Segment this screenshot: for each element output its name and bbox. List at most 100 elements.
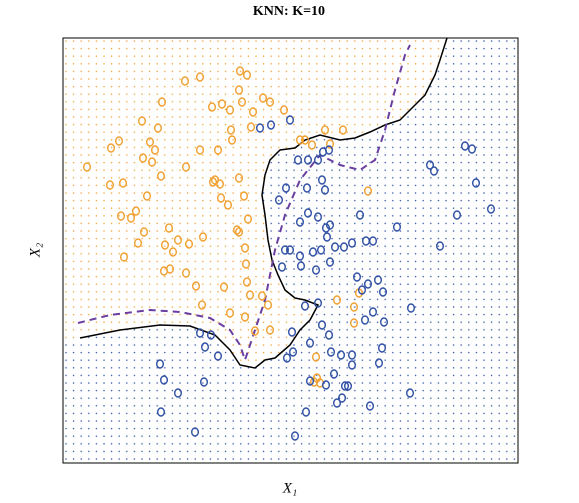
point <box>407 303 416 313</box>
point <box>314 212 323 222</box>
point <box>318 175 327 185</box>
point <box>264 300 273 310</box>
point <box>379 287 388 297</box>
point <box>138 153 147 163</box>
point <box>364 279 373 289</box>
point <box>301 301 310 311</box>
point <box>191 281 200 291</box>
point <box>304 155 313 165</box>
point <box>197 300 206 310</box>
point <box>250 326 259 336</box>
point <box>348 360 357 370</box>
point <box>213 145 222 155</box>
point <box>322 380 331 390</box>
point <box>308 140 317 150</box>
point <box>242 277 251 287</box>
point <box>181 268 190 278</box>
chart-title: KNN: K=10 <box>253 4 325 19</box>
point <box>258 291 267 301</box>
point <box>348 350 357 360</box>
point <box>241 259 250 269</box>
point <box>380 317 389 327</box>
point <box>248 107 257 117</box>
point <box>369 236 378 246</box>
region-dots <box>63 38 447 368</box>
point <box>301 135 310 145</box>
point <box>304 208 313 218</box>
point <box>337 350 346 360</box>
point <box>326 220 335 230</box>
point <box>156 171 165 181</box>
point <box>326 257 335 267</box>
point <box>303 183 312 193</box>
point <box>216 193 225 203</box>
point <box>331 242 340 252</box>
point <box>106 143 115 153</box>
point <box>314 155 323 165</box>
point <box>340 242 349 252</box>
point <box>356 210 365 220</box>
point <box>326 139 335 149</box>
point <box>114 136 123 146</box>
point <box>296 217 305 227</box>
point <box>461 141 470 151</box>
point <box>358 285 367 295</box>
point <box>393 222 402 232</box>
point <box>286 245 295 255</box>
point <box>195 145 204 155</box>
point <box>364 186 373 196</box>
point <box>153 123 162 133</box>
point <box>306 376 315 386</box>
point <box>199 377 208 387</box>
point <box>245 290 254 300</box>
point <box>406 388 415 398</box>
point <box>240 312 249 322</box>
point <box>160 240 169 250</box>
point <box>168 247 177 257</box>
point <box>246 122 255 132</box>
point <box>436 241 445 251</box>
point <box>223 200 232 210</box>
point <box>288 327 297 337</box>
point <box>240 243 249 253</box>
point <box>278 262 287 272</box>
point <box>208 177 217 187</box>
point <box>280 105 289 115</box>
point <box>234 173 243 183</box>
point <box>327 347 336 357</box>
point <box>302 407 311 417</box>
plot-frame <box>62 37 519 464</box>
point <box>234 227 243 237</box>
point <box>323 232 332 242</box>
point <box>237 97 246 107</box>
point <box>184 239 193 249</box>
point <box>239 191 248 201</box>
point <box>232 225 241 235</box>
point <box>159 375 168 385</box>
point <box>330 369 339 379</box>
point <box>206 330 215 340</box>
point <box>378 343 387 353</box>
point <box>267 120 276 130</box>
point <box>126 213 135 223</box>
point <box>217 99 226 109</box>
point <box>314 298 323 308</box>
point <box>181 162 190 172</box>
point <box>341 381 350 391</box>
point <box>159 266 168 276</box>
point <box>180 76 189 86</box>
point <box>164 223 173 233</box>
point <box>198 232 207 242</box>
point <box>119 252 128 262</box>
point <box>281 245 290 255</box>
point <box>207 102 216 112</box>
point <box>338 393 347 403</box>
point <box>145 137 154 147</box>
x-axis-label: X₁ <box>282 480 297 496</box>
point <box>283 353 292 363</box>
point <box>266 97 275 107</box>
point <box>369 307 378 317</box>
point <box>366 401 375 411</box>
point <box>226 125 235 135</box>
point <box>487 204 496 214</box>
